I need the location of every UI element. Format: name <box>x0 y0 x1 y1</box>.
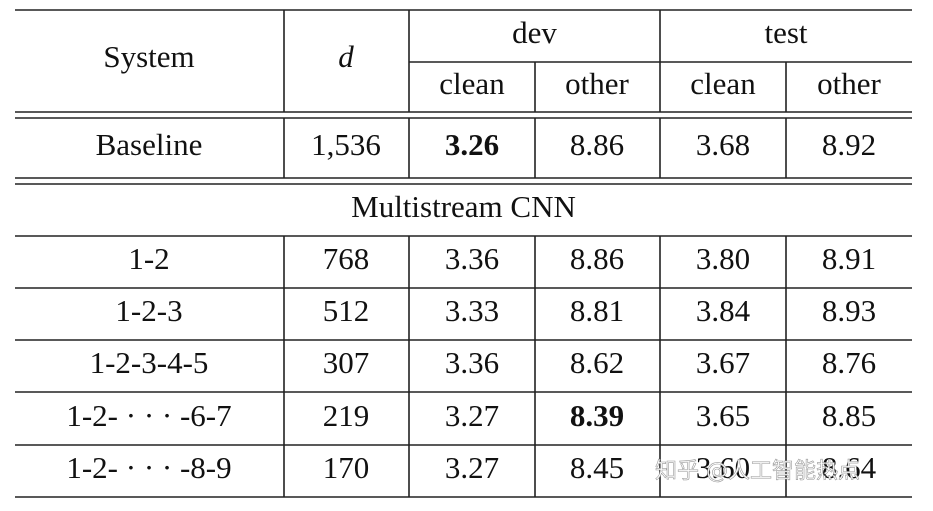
cell: 512 <box>323 293 370 328</box>
header-group: test <box>764 15 807 50</box>
cell: 3.36 <box>445 345 499 380</box>
cell: 3.60 <box>696 450 750 485</box>
section-title: Multistream CNN <box>351 189 576 224</box>
cell: 3.84 <box>696 293 751 328</box>
cell: 8.85 <box>822 398 876 433</box>
cell: Baseline <box>96 127 203 162</box>
cell: 3.80 <box>696 241 750 276</box>
cell: 1-2-3-4-5 <box>90 345 209 380</box>
header-cell: d <box>338 39 354 74</box>
cell: 8.93 <box>822 293 876 328</box>
cell: 8.64 <box>822 450 877 485</box>
cell: 1-2 <box>128 241 169 276</box>
cell: 219 <box>323 398 370 433</box>
cell: 8.76 <box>822 345 876 380</box>
cell: 8.86 <box>570 241 624 276</box>
cell: 3.36 <box>445 241 499 276</box>
cell: 3.27 <box>445 398 499 433</box>
cell: 307 <box>323 345 370 380</box>
cell: 8.62 <box>570 345 624 380</box>
header-sub: clean <box>439 66 505 101</box>
cell: 8.39 <box>570 398 624 433</box>
watermark: 知乎 @人工智能热点 <box>655 459 860 484</box>
cell: 3.27 <box>445 450 499 485</box>
cell: 8.92 <box>822 127 876 162</box>
header-sub: other <box>817 66 881 101</box>
header-cell: System <box>103 39 194 74</box>
cell: 768 <box>323 241 370 276</box>
header-sub: other <box>565 66 629 101</box>
cell: 3.68 <box>696 127 750 162</box>
cell: 8.45 <box>570 450 624 485</box>
cell: 3.33 <box>445 293 499 328</box>
cell: 8.81 <box>570 293 624 328</box>
cell: 3.67 <box>696 345 750 380</box>
cell: 8.91 <box>822 241 876 276</box>
cell: 1-2-3 <box>115 293 182 328</box>
cell: 8.86 <box>570 127 624 162</box>
header-group: dev <box>512 15 557 50</box>
cell: 3.26 <box>445 127 499 162</box>
header-sub: clean <box>690 66 756 101</box>
cell: 3.65 <box>696 398 750 433</box>
cell: 1,536 <box>311 127 381 162</box>
cell: 1-2- · · · -8-9 <box>66 450 231 485</box>
cell: 170 <box>323 450 370 485</box>
cell: 1-2- · · · -6-7 <box>66 398 231 433</box>
